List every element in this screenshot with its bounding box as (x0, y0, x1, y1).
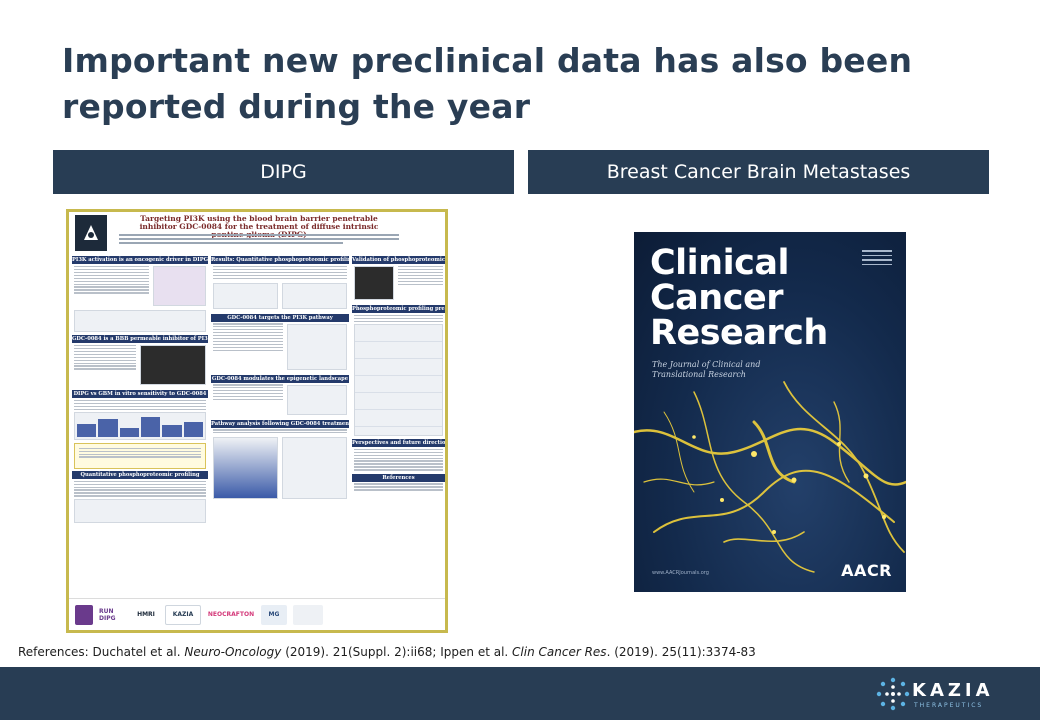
kazia-logo: KAZIA THERAPEUTICS (876, 674, 1026, 714)
aacr-logo: AACR (841, 561, 892, 580)
poster-header: Targeting PI3K using the blood brain bar… (69, 212, 445, 254)
sponsor-logo-mark (75, 604, 93, 625)
poster-section: Perspectives and future directions (352, 438, 445, 471)
sponsor-logo-extra (293, 604, 323, 625)
poster-authors (119, 234, 399, 252)
poster-section: DIPG vs GBM in vitro sensitivity to GDC-… (72, 390, 208, 440)
poster-section: Phosphoproteomic profiling predicts syne… (352, 305, 445, 436)
tab-breast-cancer-brain-metastases: Breast Cancer Brain Metastases (528, 150, 989, 194)
poster-column-3: Validation of phosphoproteomic changes P… (352, 256, 445, 596)
dipg-poster-image: Targeting PI3K using the blood brain bar… (66, 209, 448, 633)
cover-artwork (634, 381, 906, 573)
sponsor-logo-run-dipg: RUN DIPG (99, 607, 116, 622)
sponsor-logo-mg: MG (261, 604, 287, 625)
poster-section: References (352, 473, 445, 491)
footer-bar (0, 667, 1040, 720)
sponsor-logo-neocrafton: NEOCRAFTON (207, 611, 255, 618)
poster-column-2: Results: Quantitative phosphoproteomic p… (211, 256, 349, 596)
university-of-newcastle-logo (75, 215, 107, 251)
kazia-dots-icon (876, 677, 910, 711)
tab-dipg: DIPG (53, 150, 514, 194)
cover-subtitle: The Journal of Clinical and Translationa… (652, 360, 761, 379)
kazia-wordmark: KAZIA (912, 680, 994, 701)
poster-section: Pathway analysis following GDC-0084 trea… (211, 419, 349, 502)
poster-section: GDC-0084 modulates the epigenetic landsc… (211, 374, 349, 417)
poster-hypothesis-box (74, 442, 206, 469)
poster-section: Quantitative phosphoproteomic profiling (72, 470, 208, 523)
clinical-cancer-research-cover-image: Clinical Cancer Research The Journal of … (634, 232, 906, 592)
cover-issue-info (862, 250, 892, 268)
cover-journal-title: Clinical Cancer Research (650, 243, 828, 353)
newcastle-crest-icon (84, 225, 98, 240)
sponsor-logo-kazia: KAZIA (165, 604, 201, 625)
slide-title: Important new preclinical data has also … (62, 41, 913, 126)
poster-sponsor-logos: RUN DIPG HMRI KAZIA NEOCRAFTON MG (69, 598, 445, 630)
references-line: References: Duchatel et al. Neuro-Oncolo… (18, 645, 756, 659)
poster-section: GDC-0084 is a BBB permeable inhibitor of… (72, 335, 208, 387)
poster-section: GDC-0084 targets the PI3K pathway (211, 313, 349, 372)
kazia-tagline: THERAPEUTICS (914, 702, 984, 709)
cover-url: www.AACRJournals.org (652, 570, 709, 576)
poster-column-1: PI3K activation is an oncogenic driver i… (72, 256, 208, 596)
poster-section: PI3K activation is an oncogenic driver i… (72, 256, 208, 332)
poster-section: Results: Quantitative phosphoproteomic p… (211, 256, 349, 311)
poster-section: Validation of phosphoproteomic changes (352, 256, 445, 302)
sponsor-logo-hmri: HMRI (137, 611, 155, 618)
